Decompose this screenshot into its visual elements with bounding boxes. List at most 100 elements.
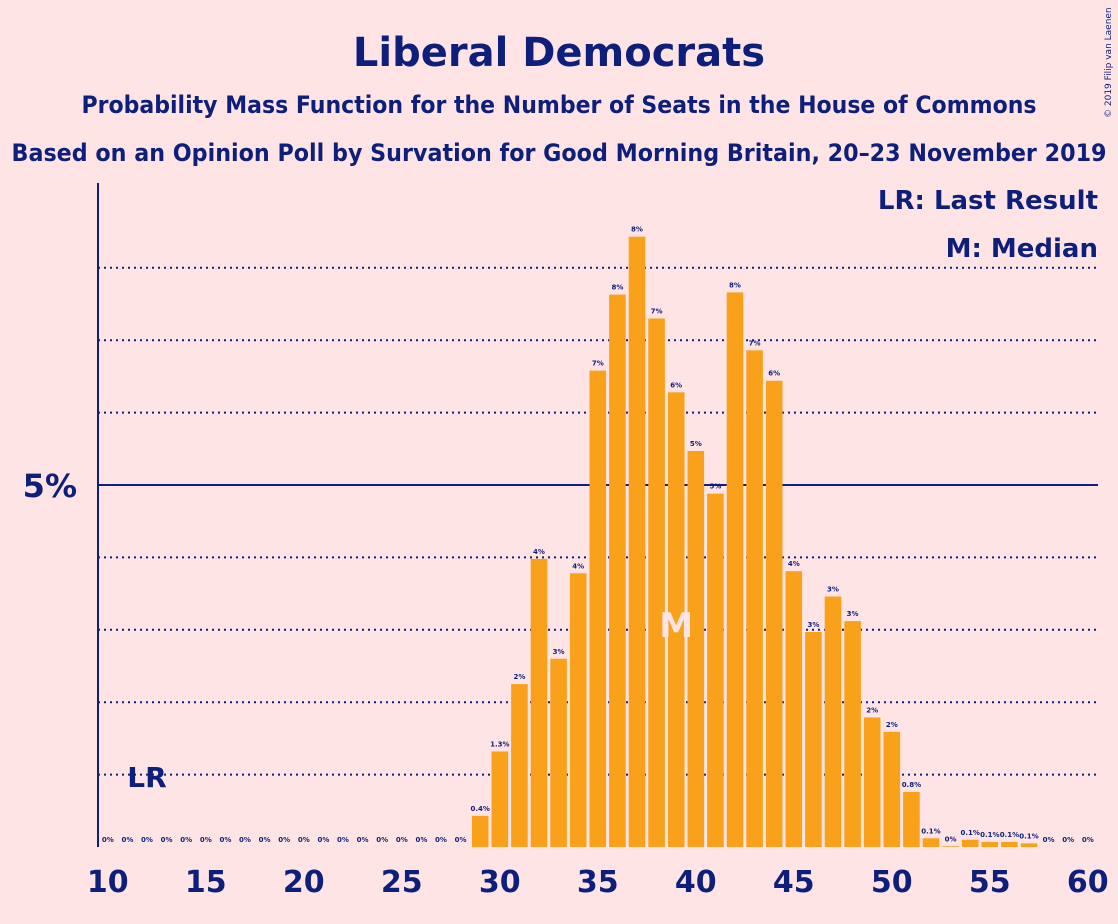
bar-label-seat-44: 6% — [768, 370, 780, 378]
bar-labels: 0% 0% 0% 0% 0% 0% 0% 0% 0% 0% 0% 0% 0% 0% 0% 0% 0% 0% 0%0.… — [102, 226, 1094, 844]
bar-seat-30 — [491, 751, 509, 847]
bar-seat-53 — [942, 846, 959, 847]
bar-label-seat-54: 0.1% — [960, 829, 979, 837]
bar-seat-44 — [765, 380, 783, 847]
bar-label-seat-10: 0% — [102, 836, 114, 844]
bar-label-seat-17: 0% — [239, 836, 251, 844]
median-marker: M — [659, 606, 693, 646]
x-tick-40: 40 — [675, 865, 717, 900]
bar-label-seat-12: 0% — [141, 836, 153, 844]
bar-label-seat-56: 0.1% — [1000, 831, 1019, 839]
bar-seat-35 — [589, 370, 607, 847]
bar-label-seat-48: 3% — [847, 610, 859, 618]
bar-label-seat-42: 8% — [729, 281, 741, 289]
bar-label-seat-23: 0% — [357, 836, 369, 844]
bar-seat-51 — [903, 791, 920, 847]
bar-seat-56 — [1001, 841, 1018, 847]
bar-seat-50 — [883, 731, 901, 847]
bar-label-seat-57: 0.1% — [1019, 832, 1038, 840]
bar-label-seat-34: 4% — [572, 562, 584, 570]
bar-label-seat-20: 0% — [298, 836, 310, 844]
bar-label-seat-33: 3% — [553, 648, 565, 656]
bar-label-seat-59: 0% — [1062, 836, 1074, 844]
bar-label-seat-19: 0% — [278, 836, 290, 844]
bar-label-seat-35: 7% — [592, 360, 604, 368]
bar-label-seat-60: 0% — [1082, 836, 1094, 844]
bar-label-seat-31: 2% — [513, 673, 525, 681]
bar-label-seat-36: 8% — [611, 284, 623, 292]
legend-median: M: Median — [946, 234, 1098, 264]
bar-seat-31 — [511, 684, 528, 847]
bar-seat-46 — [805, 631, 822, 847]
bar-label-seat-27: 0% — [435, 836, 447, 844]
x-tick-10: 10 — [87, 865, 129, 900]
bar-label-seat-29: 0.4% — [470, 805, 489, 813]
x-tick-30: 30 — [479, 865, 521, 900]
bar-seat-41 — [707, 493, 724, 847]
bar-label-seat-50: 2% — [886, 721, 898, 729]
bar-label-seat-30: 1.3% — [490, 740, 509, 748]
bar-label-seat-43: 7% — [749, 339, 761, 347]
bar-label-seat-46: 3% — [807, 621, 819, 629]
x-tick-labels: 10 15 20 25 30 35 40 45 50 55 60 — [87, 865, 1109, 900]
bar-label-seat-38: 7% — [651, 307, 663, 315]
bars — [471, 236, 1038, 848]
x-tick-45: 45 — [773, 865, 815, 900]
bar-label-seat-22: 0% — [337, 836, 349, 844]
bar-seat-43 — [746, 350, 763, 847]
bar-seat-49 — [863, 717, 881, 847]
bar-seat-38 — [648, 318, 665, 848]
bar-label-seat-37: 8% — [631, 226, 643, 234]
bar-seat-36 — [609, 294, 626, 847]
bar-seat-42 — [726, 292, 744, 847]
bar-seat-57 — [1020, 843, 1038, 847]
last-result-marker: LR — [127, 761, 166, 794]
bar-seat-37 — [628, 236, 646, 848]
bar-seat-45 — [785, 571, 803, 847]
chart-subtitle: Probability Mass Function for the Number… — [82, 91, 1037, 119]
bar-seat-39 — [667, 392, 685, 847]
bar-label-seat-51: 0.8% — [902, 781, 921, 789]
bar-label-seat-40: 5% — [690, 440, 702, 448]
bar-seat-29 — [471, 815, 489, 847]
x-tick-35: 35 — [577, 865, 619, 900]
bar-seat-40 — [687, 450, 705, 847]
y-axis-major-label: 5% — [23, 467, 77, 505]
bar-label-seat-52: 0.1% — [921, 827, 940, 835]
bar-label-seat-39: 6% — [670, 381, 682, 389]
chart-subtitle-poll: Based on an Opinion Poll by Survation fo… — [12, 139, 1107, 167]
copyright-notice: © 2019 Filip van Laenen — [1104, 7, 1114, 118]
bar-label-seat-32: 4% — [533, 548, 545, 556]
x-tick-50: 50 — [871, 865, 913, 900]
bar-label-seat-21: 0% — [317, 836, 329, 844]
bar-seat-47 — [824, 596, 842, 847]
bar-label-seat-18: 0% — [259, 836, 271, 844]
x-tick-60: 60 — [1067, 865, 1109, 900]
x-tick-55: 55 — [969, 865, 1011, 900]
bar-seat-33 — [550, 658, 567, 847]
bar-label-seat-45: 4% — [788, 560, 800, 568]
bar-label-seat-13: 0% — [161, 836, 173, 844]
bar-label-seat-28: 0% — [455, 836, 467, 844]
bar-label-seat-26: 0% — [415, 836, 427, 844]
bar-seat-48 — [844, 621, 861, 847]
chart-title: Liberal Democrats — [353, 30, 765, 76]
x-tick-25: 25 — [381, 865, 423, 900]
bar-label-seat-55: 0.1% — [980, 831, 999, 839]
bar-label-seat-16: 0% — [219, 836, 231, 844]
x-tick-20: 20 — [283, 865, 325, 900]
x-tick-15: 15 — [185, 865, 227, 900]
bar-seat-34 — [569, 573, 587, 847]
bar-label-seat-24: 0% — [376, 836, 388, 844]
bar-label-seat-58: 0% — [1043, 836, 1055, 844]
bar-label-seat-47: 3% — [827, 585, 839, 593]
bar-seat-55 — [981, 841, 999, 847]
bar-label-seat-49: 2% — [866, 706, 878, 714]
legend-last-result: LR: Last Result — [878, 186, 1098, 216]
bar-label-seat-53: 0% — [945, 835, 957, 843]
bar-label-seat-41: 5% — [709, 483, 721, 491]
bar-label-seat-25: 0% — [396, 836, 408, 844]
bar-seat-54 — [961, 839, 979, 847]
bar-seat-32 — [530, 558, 548, 847]
